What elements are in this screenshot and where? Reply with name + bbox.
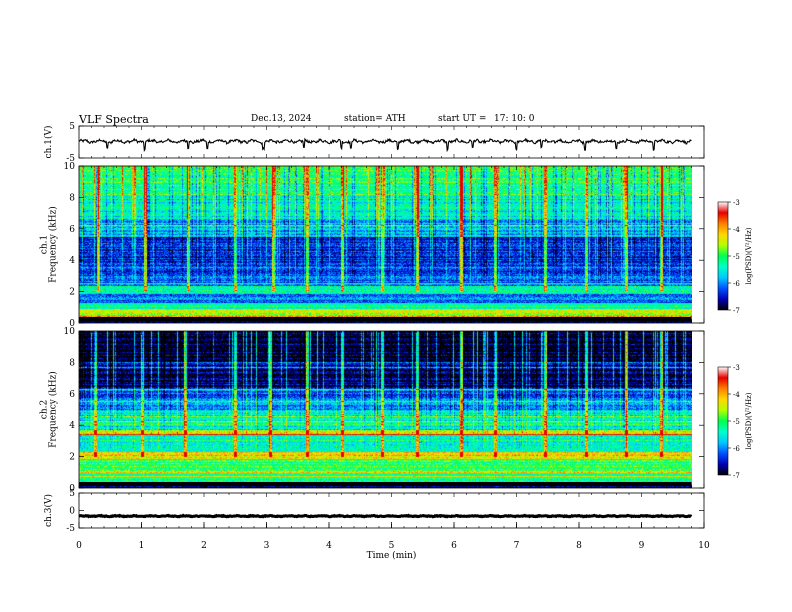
ch1-spectrogram-ytick-label: 8 (69, 193, 75, 203)
x-tick-label: 0 (76, 541, 82, 551)
ch1-spectrogram-ytick-label: 6 (69, 225, 75, 235)
station-label: station= ATH (344, 114, 406, 124)
ch3-waveform-ylabel: ch.3(V) (43, 494, 54, 527)
ch1-waveform-ylabel: ch.1(V) (43, 126, 54, 159)
ch2-spectrogram-colorbar-tick-label: -3 (733, 364, 740, 372)
ch3-waveform-trace (78, 513, 693, 519)
x-tick-label: 3 (264, 541, 270, 551)
ch1-spectrogram-colorbar-tick-label: -7 (733, 307, 740, 315)
ch1-spectrogram-ytick-label: 10 (64, 162, 76, 172)
panels-layer (78, 137, 693, 519)
ch2-spectrogram-colorbar (717, 366, 729, 476)
ch2-spectrogram-ytick-label: 10 (64, 327, 76, 337)
ch2-spectrogram-ytick-label: 8 (69, 358, 75, 368)
ch1-spectrogram-colorbar-tick-label: -3 (733, 199, 740, 207)
ch1-spectrogram-ytick-label: 4 (69, 256, 75, 266)
x-tick-label: 5 (389, 541, 395, 551)
ch1-spectrogram-colorbar (717, 201, 729, 311)
ch3-waveform-ytick-label: -5 (66, 524, 75, 534)
x-tick-label: 10 (698, 541, 710, 551)
ch1-waveform-trace (78, 137, 692, 153)
start-ut-value: 17: 10: 0 (494, 114, 535, 124)
x-tick-label: 9 (639, 541, 645, 551)
ch2-spectrogram-ytick-label: 6 (69, 390, 75, 400)
x-tick-label: 6 (451, 541, 457, 551)
ch1-spectrogram-colorbar-label: log(PSD)(V²/Hz) (745, 227, 753, 284)
ch2-spectrogram-colorbar-label: log(PSD)(V²/Hz) (745, 392, 753, 449)
ch2-spectrogram-ytick-label: 4 (69, 421, 75, 431)
ch1-spectrogram-ylabel: ch.1 (40, 235, 50, 254)
start-ut-label: start UT = (438, 114, 487, 124)
ch1-spectrogram-colorbar-tick-label: -6 (733, 280, 740, 288)
ch2-spectrogram-image (79, 331, 692, 488)
ch1-spectrogram-ytick-label: 0 (69, 319, 75, 329)
x-tick-label: 1 (139, 541, 145, 551)
ch2-spectrogram-colorbar-tick-label: -7 (733, 472, 740, 480)
ch2-spectrogram-colorbar-tick-label: -5 (733, 418, 740, 426)
x-tick-label: 4 (326, 541, 332, 551)
date-label: Dec.13, 2024 (251, 114, 312, 124)
ch2-spectrogram-colorbar-tick-label: -4 (733, 391, 740, 399)
ch2-spectrogram-ytick-label: 0 (69, 484, 75, 494)
ch1-waveform-ytick-label: -5 (66, 154, 75, 164)
ch2-spectrogram-colorbar-tick-label: -6 (733, 445, 740, 453)
x-axis-label: Time (min) (367, 550, 417, 561)
ch1-spectrogram-ylabel: Frequency (kHz) (48, 206, 59, 283)
ch3-waveform-ytick-label: 5 (69, 489, 75, 499)
ch2-spectrogram-ylabel: ch.2 (40, 400, 50, 419)
ch1-spectrogram-colorbar-tick-label: -4 (733, 226, 740, 234)
ch2-spectrogram-ylabel: Frequency (kHz) (48, 371, 59, 448)
ch2-spectrogram-ytick-label: 2 (69, 453, 75, 463)
ch1-waveform-ytick-label: 5 (69, 122, 75, 132)
x-tick-label: 2 (201, 541, 207, 551)
ch1-spectrogram-image (79, 166, 692, 323)
ch1-spectrogram-colorbar-tick-label: -5 (733, 253, 740, 261)
ch3-waveform-ytick-label: 0 (69, 507, 75, 517)
x-tick-label: 7 (514, 541, 520, 551)
x-tick-label: 8 (576, 541, 582, 551)
ch1-spectrogram-ytick-label: 2 (69, 288, 75, 298)
figure-title: VLF Spectra (79, 113, 149, 126)
